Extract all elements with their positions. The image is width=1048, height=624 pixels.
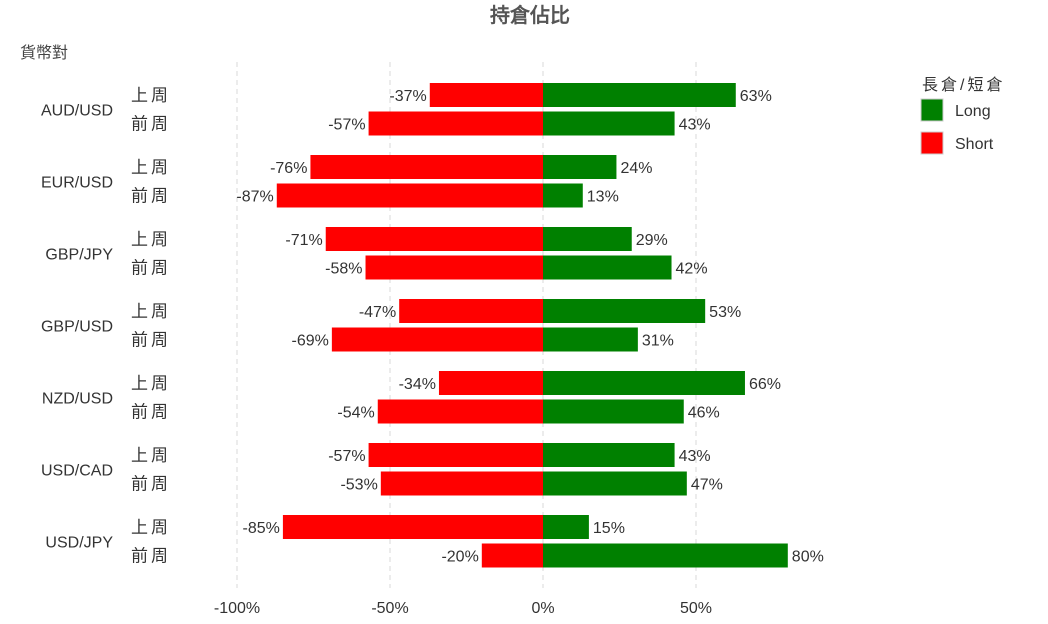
week-label: 前周 (131, 115, 171, 134)
axis-labels: -100% -50% 0% 50%AUD/USD上周前周EUR/USD上周前周GBP/… (41, 86, 712, 617)
long-bar (543, 299, 706, 323)
long-bar (543, 543, 788, 568)
currency-pair-label: NZD/USD (42, 390, 113, 407)
long-value-label: 24% (620, 160, 652, 177)
long-bar (543, 183, 583, 208)
short-value-label: -69% (292, 333, 329, 350)
short-bar (325, 227, 543, 251)
short-value-label: -54% (337, 405, 374, 422)
currency-pair-label: USD/CAD (41, 462, 113, 479)
week-label: 前周 (131, 331, 171, 350)
week-label: 前周 (131, 187, 171, 206)
currency-pair-label: USD/JPY (45, 534, 113, 551)
short-value-label: -37% (389, 88, 426, 105)
long-bar (543, 371, 745, 395)
short-bar (399, 299, 543, 323)
long-value-label: 15% (593, 520, 625, 537)
short-value-label: -20% (441, 549, 478, 566)
long-bar (543, 155, 617, 179)
long-bar (543, 443, 675, 467)
short-bar (365, 255, 543, 280)
long-value-label: 31% (642, 333, 674, 350)
long-bar (543, 515, 589, 539)
short-bar (276, 183, 543, 208)
short-value-label: -57% (328, 117, 365, 134)
long-value-label: 63% (740, 88, 772, 105)
week-label: 上周 (131, 446, 171, 465)
long-value-label: 43% (679, 117, 711, 134)
short-bar (380, 471, 543, 496)
long-bar (543, 227, 632, 251)
x-tick-label: -100% (214, 600, 260, 617)
long-value-label: 80% (792, 549, 824, 566)
legend-title: 長倉/短倉 (922, 76, 1005, 94)
long-bar (543, 111, 675, 136)
short-value-label: -85% (243, 520, 280, 537)
short-value-label: -34% (399, 376, 436, 393)
short-bar (368, 443, 543, 467)
week-label: 前周 (131, 475, 171, 494)
bars (276, 83, 788, 568)
x-tick-label: 0% (531, 600, 554, 617)
week-label: 前周 (131, 403, 171, 422)
long-bar (543, 327, 638, 352)
short-value-label: -87% (236, 189, 273, 206)
data-labels: -37% 63% -57% 43% -76% 24% -87% 13% -71% 29% -58% 4… (236, 88, 823, 566)
y-axis-title: 貨幣對 (20, 44, 68, 62)
long-bar (543, 83, 736, 107)
currency-pair-label: GBP/USD (41, 318, 113, 335)
x-tick-label: 50% (680, 600, 712, 617)
short-bar (282, 515, 543, 539)
long-value-label: 43% (679, 448, 711, 465)
short-bar (310, 155, 543, 179)
long-value-label: 29% (636, 232, 668, 249)
currency-pair-label: GBP/JPY (45, 246, 113, 263)
legend-swatch-short (920, 131, 944, 155)
long-value-label: 47% (691, 477, 723, 494)
short-value-label: -47% (359, 304, 396, 321)
short-bar (331, 327, 543, 352)
legend-swatch-long (920, 98, 944, 122)
short-value-label: -53% (340, 477, 377, 494)
short-value-label: -58% (325, 261, 362, 278)
short-bar (438, 371, 543, 395)
week-label: 上周 (131, 518, 171, 537)
x-tick-label: -50% (371, 600, 408, 617)
week-label: 上周 (131, 374, 171, 393)
week-label: 上周 (131, 302, 171, 321)
week-label: 上周 (131, 86, 171, 105)
long-bar (543, 255, 672, 280)
long-bar (543, 399, 684, 424)
long-bar (543, 471, 687, 496)
long-value-label: 46% (688, 405, 720, 422)
short-value-label: -71% (285, 232, 322, 249)
legend-label-short: Short (955, 136, 994, 153)
long-value-label: 66% (749, 376, 781, 393)
short-value-label: -57% (328, 448, 365, 465)
currency-pair-label: AUD/USD (41, 102, 113, 119)
short-bar (429, 83, 543, 107)
grid-lines (236, 62, 697, 588)
week-label: 前周 (131, 259, 171, 278)
week-label: 上周 (131, 158, 171, 177)
chart-title: 持倉佔比 (490, 3, 570, 27)
long-value-label: 53% (709, 304, 741, 321)
legend: 長倉/短倉 Long Short (920, 76, 1005, 155)
short-value-label: -76% (270, 160, 307, 177)
short-bar (481, 543, 543, 568)
long-value-label: 42% (676, 261, 708, 278)
week-label: 前周 (131, 547, 171, 566)
week-label: 上周 (131, 230, 171, 249)
legend-label-long: Long (955, 103, 991, 120)
short-bar (377, 399, 543, 424)
currency-pair-label: EUR/USD (41, 174, 113, 191)
short-bar (368, 111, 543, 136)
long-value-label: 13% (587, 189, 619, 206)
